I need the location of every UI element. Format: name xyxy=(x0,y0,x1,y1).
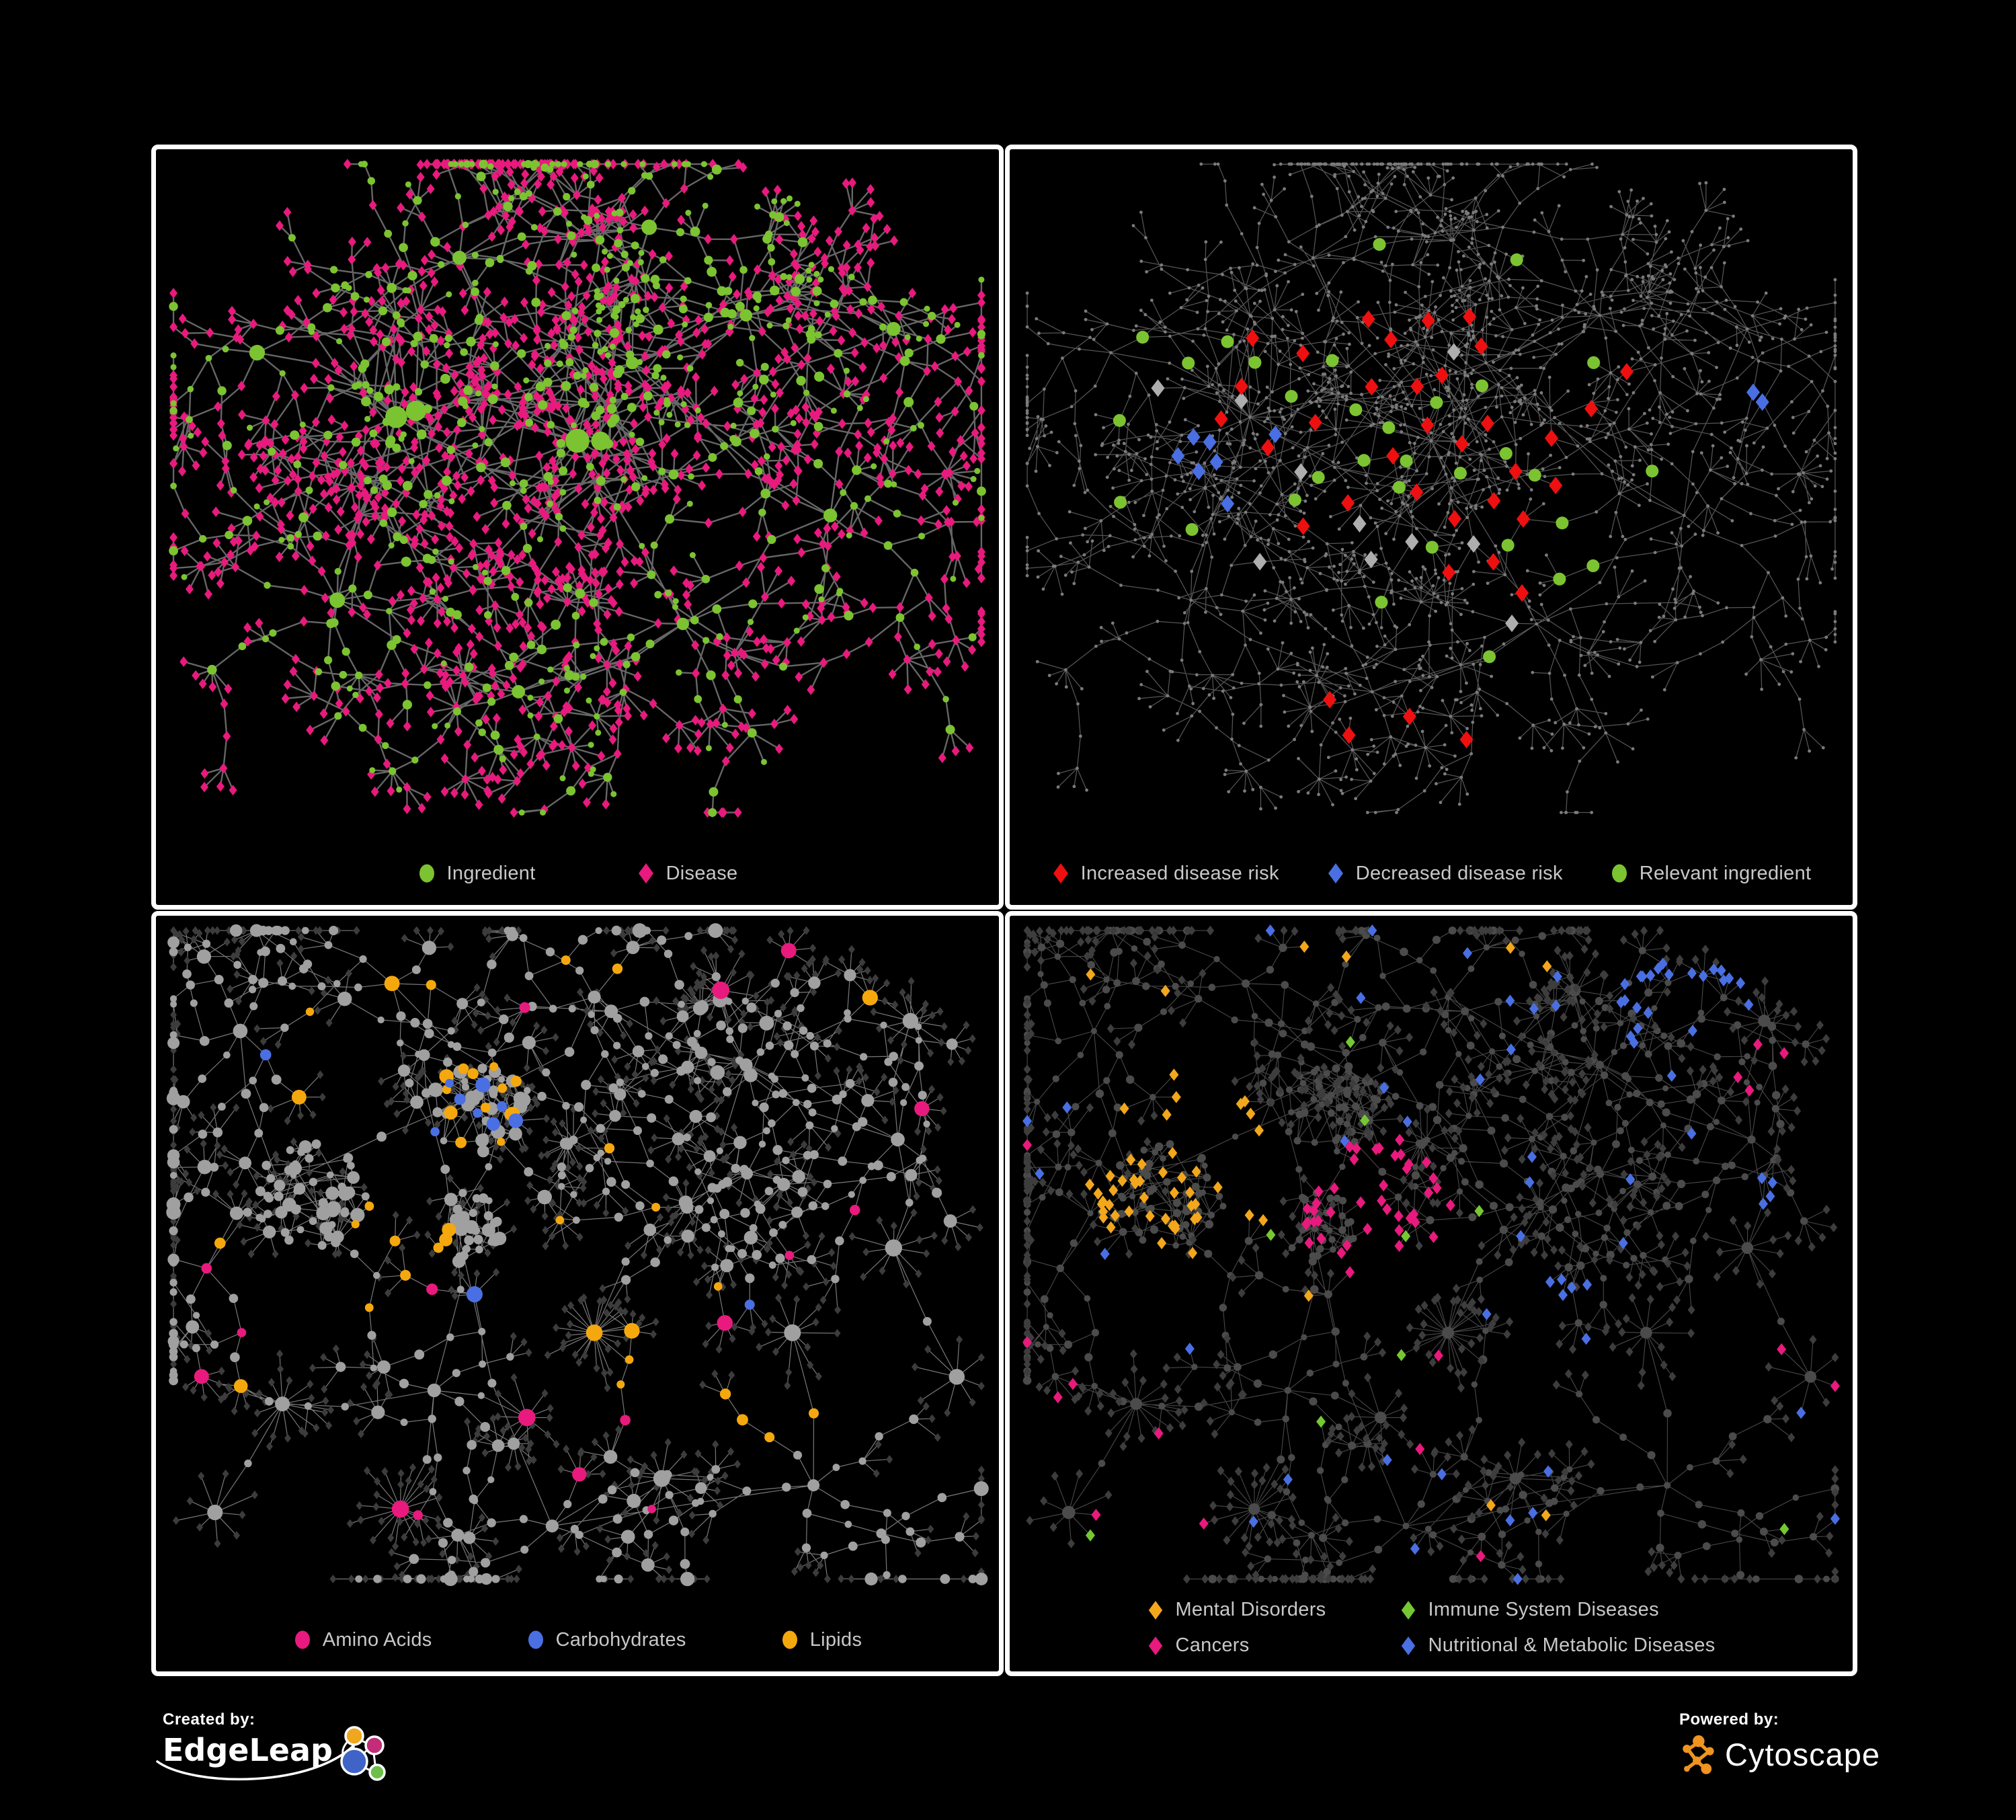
legend-item: Carbohydrates xyxy=(526,1628,686,1651)
panel-ingredient-disease: Ingredient Disease xyxy=(151,145,1004,910)
cytoscape-wordmark: Cytoscape xyxy=(1725,1736,1881,1772)
legend-label: Relevant ingredient xyxy=(1639,862,1812,884)
legend-item: Disease xyxy=(637,862,738,885)
legend-item: Increased disease risk xyxy=(1051,862,1279,885)
panel-grid: Ingredient Disease Increased disease ris… xyxy=(151,145,1857,1676)
legend-item: Immune System Diseases xyxy=(1400,1599,1715,1621)
legend-item: Decreased disease risk xyxy=(1326,862,1563,885)
legend-label: Carbohydrates xyxy=(555,1628,686,1651)
legend-label: Immune System Diseases xyxy=(1428,1599,1659,1620)
legend-label: Mental Disorders xyxy=(1175,1599,1326,1620)
legend-item: Amino Acids xyxy=(293,1628,432,1651)
panel-disease-risk: Increased disease risk Decreased disease… xyxy=(1005,145,1857,910)
disease-diamond-icon xyxy=(638,863,653,883)
legend-item: Lipids xyxy=(780,1628,862,1651)
legend-label: Amino Acids xyxy=(322,1628,432,1651)
legend-item: Ingredient xyxy=(417,862,536,885)
legend-label: Nutritional & Metabolic Diseases xyxy=(1428,1634,1716,1656)
legend-label: Cancers xyxy=(1175,1634,1250,1656)
legend-label: Increased disease risk xyxy=(1080,862,1279,884)
legend-label: Disease xyxy=(666,862,738,884)
network-ingredient-disease xyxy=(169,159,986,818)
powered-by-block: Powered by: Cytoscape xyxy=(1679,1710,1880,1775)
legend-item: Relevant ingredient xyxy=(1610,862,1812,885)
mental-disorders-diamond-icon xyxy=(1149,1600,1163,1620)
carbohydrates-circle-icon xyxy=(528,1630,543,1649)
edgeleap-swoosh xyxy=(156,1741,358,1781)
edgeleap-wordmark: EdgeLeap xyxy=(163,1732,333,1768)
legend-item: Mental Disorders xyxy=(1147,1599,1326,1621)
edgeleap-logo-icon xyxy=(340,1726,386,1781)
decreased-risk-diamond-icon xyxy=(1328,863,1343,883)
legend-item: Cancers xyxy=(1147,1634,1326,1657)
legend-disease-risk: Increased disease risk Decreased disease… xyxy=(1010,862,1853,885)
amino-acids-circle-icon xyxy=(294,1630,310,1649)
panel-disease-categories: Mental Disorders Immune System Diseases … xyxy=(1005,911,1857,1676)
network-disease-risk xyxy=(1025,162,1837,814)
legend-label: Lipids xyxy=(809,1628,862,1651)
powered-by-label: Powered by: xyxy=(1679,1710,1779,1729)
ingredient-circle-icon xyxy=(419,864,434,883)
legend-disease-categories: Mental Disorders Immune System Diseases … xyxy=(1010,1599,1853,1657)
created-by-block: Created by: EdgeLeap xyxy=(156,1710,392,1790)
increased-risk-diamond-icon xyxy=(1053,863,1068,883)
immune-diseases-diamond-icon xyxy=(1402,1600,1416,1620)
legend-label: Decreased disease risk xyxy=(1355,862,1563,884)
nutritional-metabolic-diamond-icon xyxy=(1402,1636,1416,1655)
legend-item: Nutritional & Metabolic Diseases xyxy=(1400,1634,1715,1657)
legend-ingredient-disease: Ingredient Disease xyxy=(156,862,999,885)
cytoscape-logo-icon xyxy=(1683,1735,1714,1774)
panel-ingredient-classes: Amino Acids Carbohydrates Lipids xyxy=(151,911,1004,1676)
lipids-circle-icon xyxy=(782,1630,797,1649)
network-ingredient-classes xyxy=(166,923,989,1587)
legend-label: Ingredient xyxy=(446,862,536,884)
network-disease-categories xyxy=(1022,924,1840,1585)
legend-ingredient-classes: Amino Acids Carbohydrates Lipids xyxy=(156,1628,999,1651)
relevant-ingredient-circle-icon xyxy=(1611,864,1627,883)
cancers-diamond-icon xyxy=(1149,1636,1163,1655)
created-by-label: Created by: xyxy=(163,1710,255,1729)
